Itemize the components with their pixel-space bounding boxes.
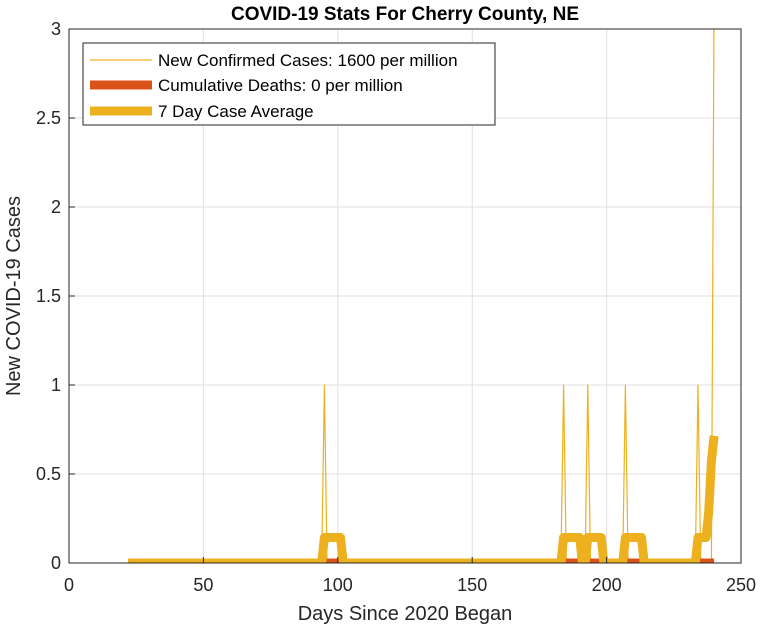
legend: New Confirmed Cases: 1600 per million Cu…: [82, 42, 496, 126]
x-tick-label: 0: [64, 575, 74, 595]
legend-label-deaths: Cumulative Deaths: 0 per million: [158, 76, 403, 95]
y-tick-label: 2.5: [36, 108, 61, 128]
y-tick-label: 2: [51, 197, 61, 217]
y-tick-label: 3: [51, 19, 61, 39]
x-tick-label: 50: [193, 575, 213, 595]
x-tick-label: 100: [323, 575, 353, 595]
x-tick-label: 200: [592, 575, 622, 595]
x-axis-label: Days Since 2020 Began: [298, 603, 513, 625]
series-line-7day-average: [128, 435, 719, 563]
y-tick-label: 1: [51, 375, 61, 395]
y-tick-label: 0: [51, 553, 61, 573]
ticks: 0 50 100 150 200 250 0 0.5 1 1.5 2 2.5 3: [36, 19, 756, 595]
y-tick-label: 0.5: [36, 464, 61, 484]
y-tick-label: 1.5: [36, 286, 61, 306]
legend-label-7day-average: 7 Day Case Average: [158, 102, 314, 121]
series-layer: [128, 29, 719, 563]
x-tick-label: 150: [457, 575, 487, 595]
x-tick-label: 250: [726, 575, 756, 595]
y-axis-label: New COVID-19 Cases: [3, 196, 25, 396]
chart-title: COVID-19 Stats For Cherry County, NE: [231, 4, 579, 25]
legend-label-new-cases: New Confirmed Cases: 1600 per million: [158, 51, 458, 70]
